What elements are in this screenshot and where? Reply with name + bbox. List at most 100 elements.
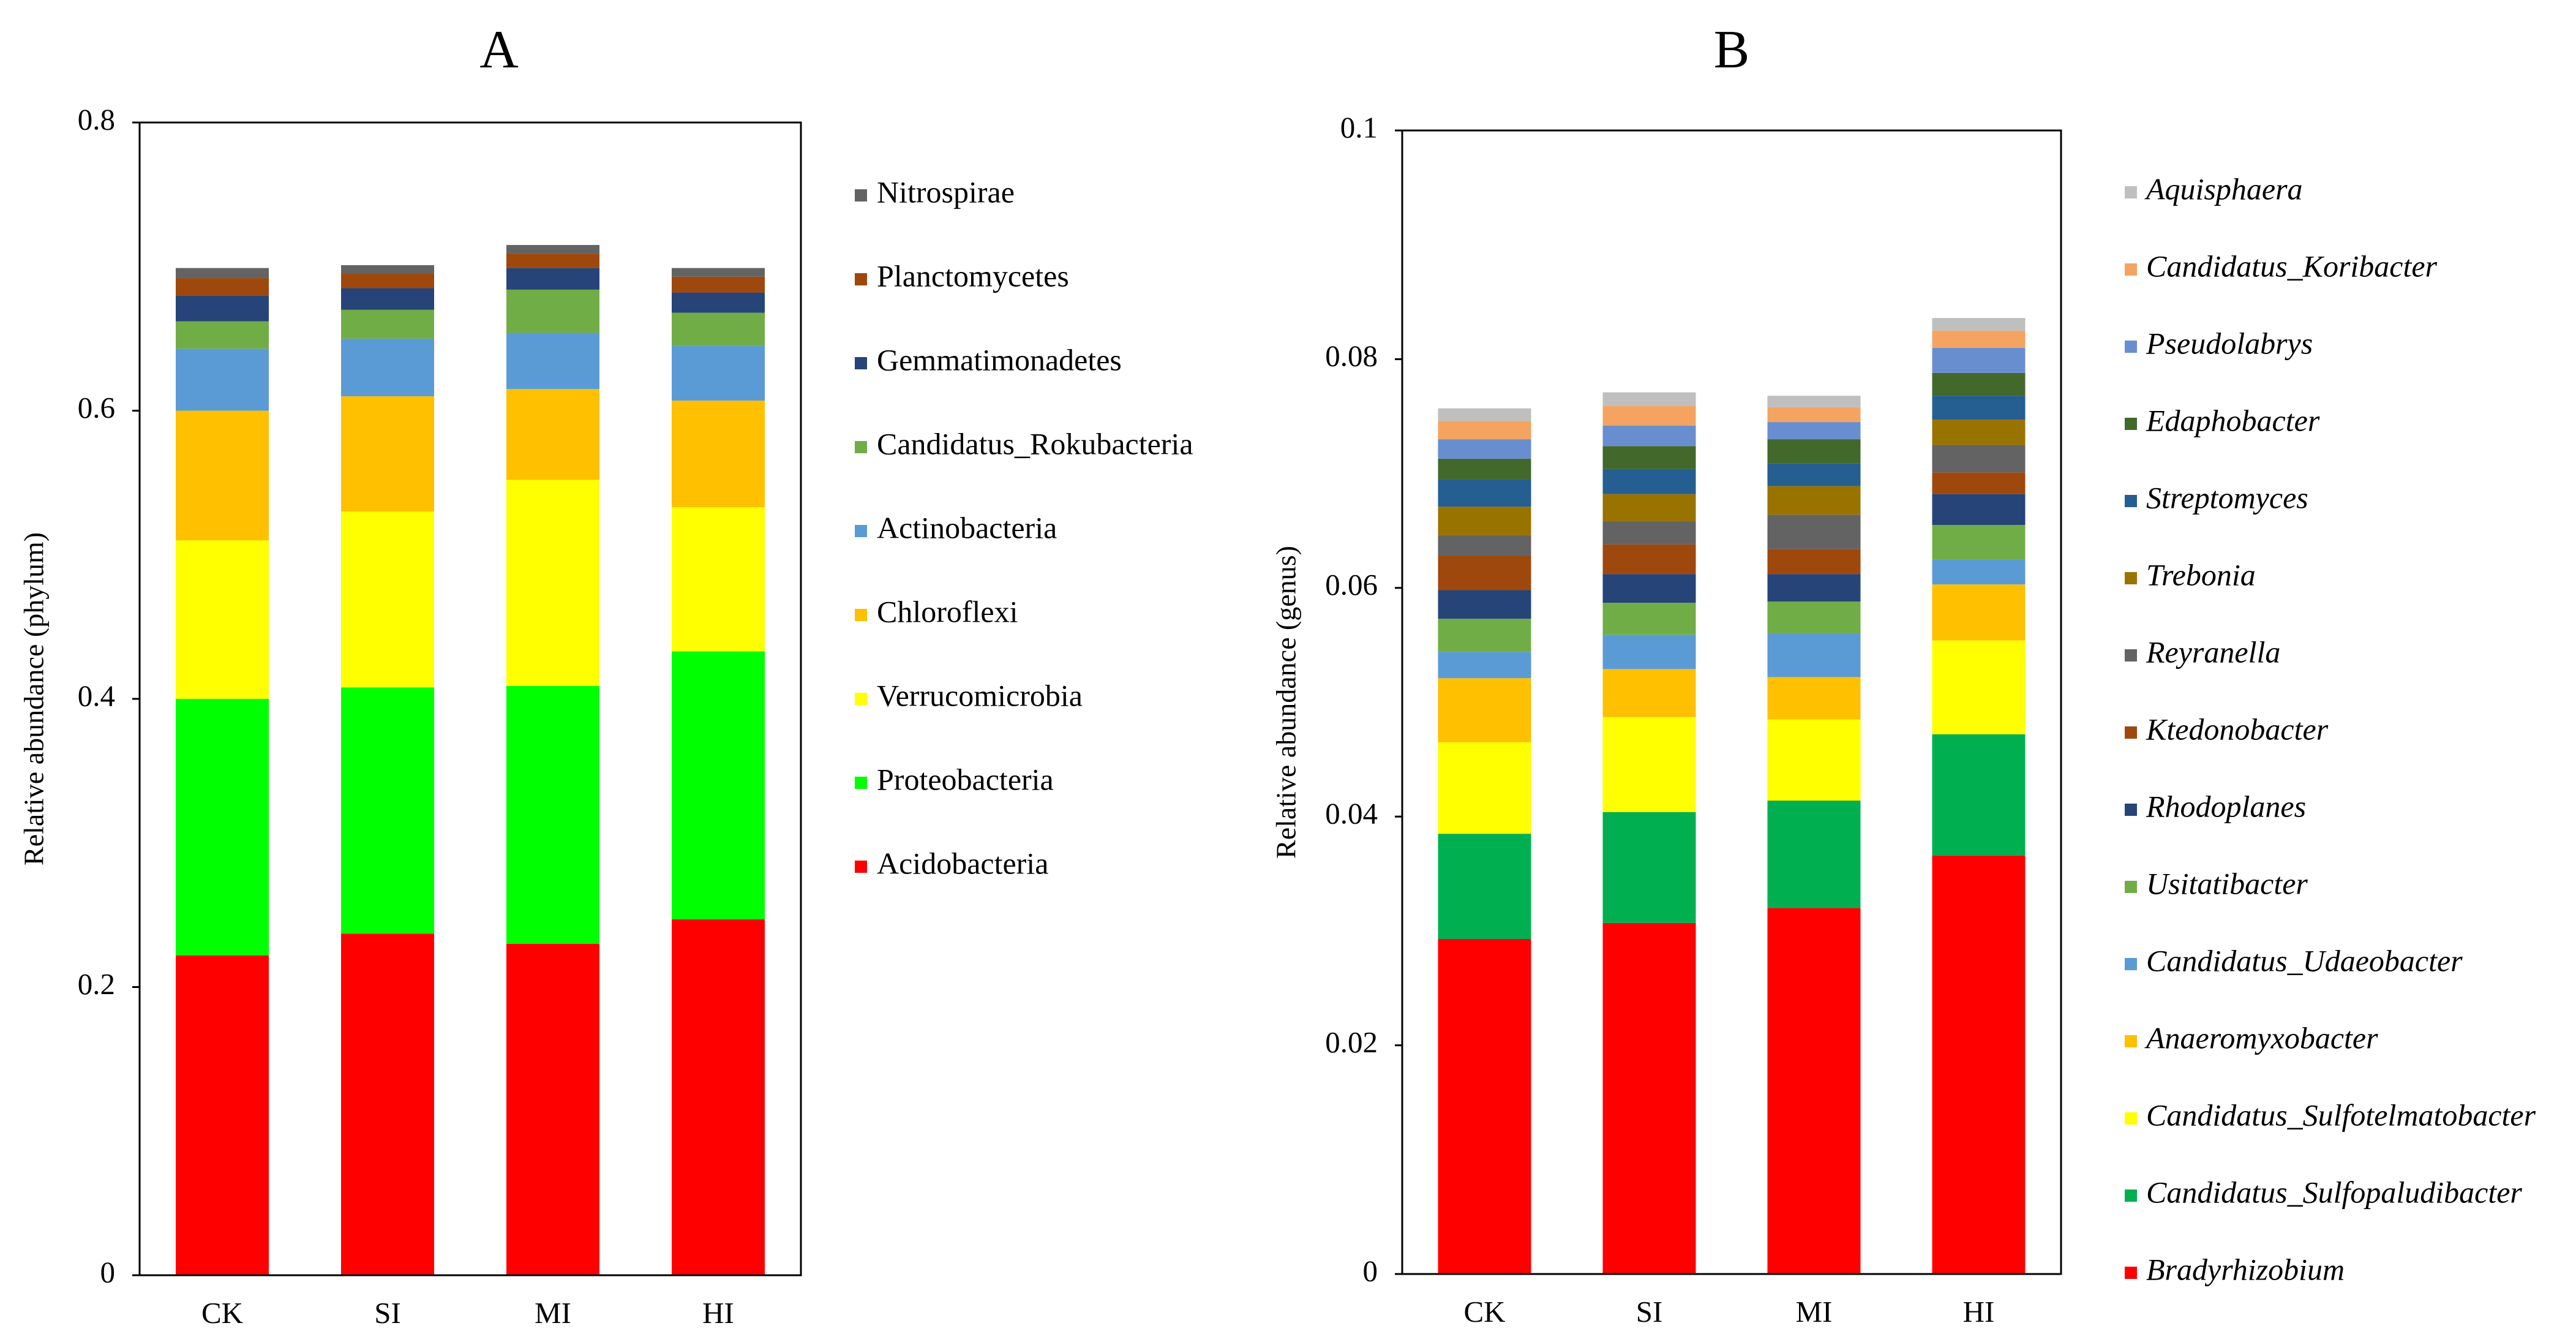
bar-b-si-streptomyces [1602, 469, 1696, 494]
bar-b-hi-aquisphaera [1932, 318, 2026, 331]
bar-a-ck-nitrospirae [176, 268, 269, 279]
bar-a-si-planctomycetes [341, 274, 434, 288]
bar-b-mi-candidatus-udaeobacter [1767, 633, 1861, 677]
bar-b-mi-edaphobacter [1767, 439, 1861, 464]
bar-b-si-pseudolabrys [1602, 425, 1696, 447]
legend-label-b-candidatus-koribacter: Candidatus_Koribacter [2146, 249, 2438, 283]
legend-b: Bradyrhizobium Candidatus_Sulfopaludibact… [2125, 172, 2536, 1286]
bar-b-mi-ktedonobacter [1767, 549, 1861, 575]
legend-label-b-usitatibacter: Usitatibacter [2146, 866, 2308, 900]
bar-b-hi-candidatus-sulfotelmatobacter [1932, 640, 2026, 734]
legend-label-b-candidatus-udaeobacter: Candidatus_Udaeobacter [2146, 943, 2463, 978]
legend-swatch-b-ktedonobacter [2125, 726, 2137, 739]
x-tick-label-b-hi: HI [1963, 1295, 1995, 1329]
bar-a-hi-planctomycetes [672, 276, 765, 293]
bar-a-ck-chloroflexi [176, 410, 269, 541]
legend-swatch-a-acidobacteria [855, 861, 867, 873]
bar-b-hi-bradyrhizobium [1932, 855, 2026, 1274]
legend-swatch-b-streptomyces [2125, 495, 2137, 507]
bar-a-si-nitrospirae [341, 265, 434, 274]
x-tick-label-b-ck: CK [1463, 1295, 1505, 1329]
bar-b-si-bradyrhizobium [1602, 922, 1696, 1274]
legend-swatch-b-candidatus-udaeobacter [2125, 958, 2137, 970]
bar-b-si-candidatus-sulfopaludibacter [1602, 812, 1696, 923]
bar-a-mi-candidatus-rokubacteria [506, 289, 599, 333]
legend-swatch-a-chloroflexi [855, 609, 867, 621]
legend-swatch-b-usitatibacter [2125, 881, 2137, 893]
bar-b-hi-streptomyces [1932, 396, 2026, 420]
bar-a-si-gemmatimonadetes [341, 288, 434, 310]
bar-b-si-candidatus-sulfotelmatobacter [1602, 717, 1696, 812]
legend-swatch-a-nitrospirae [855, 189, 867, 202]
bar-a-si-proteobacteria [341, 687, 434, 934]
legend-label-a-proteobacteria: Proteobacteria [877, 762, 1054, 796]
bar-a-mi-nitrospirae [506, 244, 599, 254]
bar-a-hi-verrucomicrobia [672, 507, 765, 652]
legend-swatch-b-bradyrhizobium [2125, 1267, 2137, 1279]
bar-b-si-candidatus-koribacter [1602, 405, 1696, 426]
y-tick-label-b: 0.02 [1325, 1025, 1378, 1059]
bar-b-mi-anaeromyxobacter [1767, 677, 1861, 720]
bar-b-hi-rhodoplanes [1932, 494, 2026, 526]
bar-b-ck-bradyrhizobium [1438, 938, 1531, 1274]
bar-b-hi-usitatibacter [1932, 525, 2026, 560]
bar-a-si-candidatus-rokubacteria [341, 309, 434, 339]
panel-title-b: B [1714, 20, 1750, 80]
bar-b-si-usitatibacter [1602, 603, 1696, 635]
legend-label-b-aquisphaera: Aquisphaera [2144, 172, 2303, 206]
panel-title-a: A [479, 20, 519, 80]
bar-a-si-acidobacteria [341, 933, 434, 1275]
legend-swatch-a-proteobacteria [855, 777, 867, 789]
chart-b-genus: B Relative abundance (genus) CK SI MI HI 0 0.02… [1271, 20, 2536, 1329]
x-tick-label-b-mi: MI [1796, 1295, 1833, 1329]
bar-b-ck-aquisphaera [1438, 408, 1531, 421]
y-tick-label-b: 0.1 [1340, 110, 1378, 144]
bar-a-hi-proteobacteria [672, 651, 765, 919]
bar-b-hi-candidatus-koribacter [1932, 330, 2026, 348]
legend-label-b-streptomyces: Streptomyces [2146, 480, 2308, 515]
legend-swatch-a-candidatus-rokubacteria [855, 441, 867, 453]
bar-b-si-trebonia [1602, 494, 1696, 522]
bar-a-hi-nitrospirae [672, 268, 765, 277]
legend-label-b-edaphobacter: Edaphobacter [2146, 403, 2320, 437]
bar-a-mi-gemmatimonadetes [506, 268, 599, 290]
legend-label-b-candidatus-sulfopaludibacter: Candidatus_Sulfopaludibacter [2146, 1175, 2522, 1209]
legend-label-a-verrucomicrobia: Verrucomicrobia [877, 678, 1083, 712]
bar-b-mi-streptomyces [1767, 463, 1861, 486]
bar-a-mi-chloroflexi [506, 389, 599, 480]
bar-b-ck-candidatus-koribacter [1438, 421, 1531, 440]
legend-swatch-b-rhodoplanes [2125, 804, 2137, 816]
bar-a-ck-candidatus-rokubacteria [176, 321, 269, 349]
legend-swatch-b-candidatus-sulfotelmatobacter [2125, 1112, 2137, 1125]
legend-label-b-ktedonobacter: Ktedonobacter [2146, 712, 2329, 746]
bar-b-hi-trebonia [1932, 420, 2026, 445]
bar-b-ck-usitatibacter [1438, 619, 1531, 652]
bar-a-ck-planctomycetes [176, 278, 269, 296]
bar-b-si-reyranella [1602, 521, 1696, 545]
legend-swatch-a-verrucomicrobia [855, 693, 867, 705]
bar-a-ck-gemmatimonadetes [176, 295, 269, 322]
legend-swatch-b-candidatus-koribacter [2125, 263, 2137, 276]
bar-a-mi-acidobacteria [506, 943, 599, 1275]
bar-b-mi-bradyrhizobium [1767, 908, 1861, 1274]
bar-b-hi-reyranella [1932, 445, 2026, 473]
legend-swatch-b-candidatus-sulfopaludibacter [2125, 1189, 2137, 1202]
legend-label-a-gemmatimonadetes: Gemmatimonadetes [877, 342, 1122, 377]
bar-b-ck-edaphobacter [1438, 458, 1531, 480]
bar-b-mi-usitatibacter [1767, 601, 1861, 634]
bar-a-mi-verrucomicrobia [506, 480, 599, 686]
bar-b-mi-candidatus-koribacter [1767, 407, 1861, 423]
legend-swatch-b-reyranella [2125, 649, 2137, 662]
x-tick-label-a-hi: HI [702, 1296, 734, 1330]
bar-b-hi-anaeromyxobacter [1932, 584, 2026, 641]
bar-a-hi-acidobacteria [672, 919, 765, 1275]
bar-b-hi-ktedonobacter [1932, 472, 2026, 494]
bar-a-hi-gemmatimonadetes [672, 292, 765, 313]
bar-b-ck-anaeromyxobacter [1438, 678, 1531, 742]
bar-a-mi-proteobacteria [506, 685, 599, 944]
plot-frame-b [1401, 129, 2062, 1275]
y-tick-label-a: 0.6 [78, 391, 115, 424]
legend-label-a-planctomycetes: Planctomycetes [877, 258, 1069, 293]
legend-label-b-rhodoplanes: Rhodoplanes [2146, 789, 2306, 823]
